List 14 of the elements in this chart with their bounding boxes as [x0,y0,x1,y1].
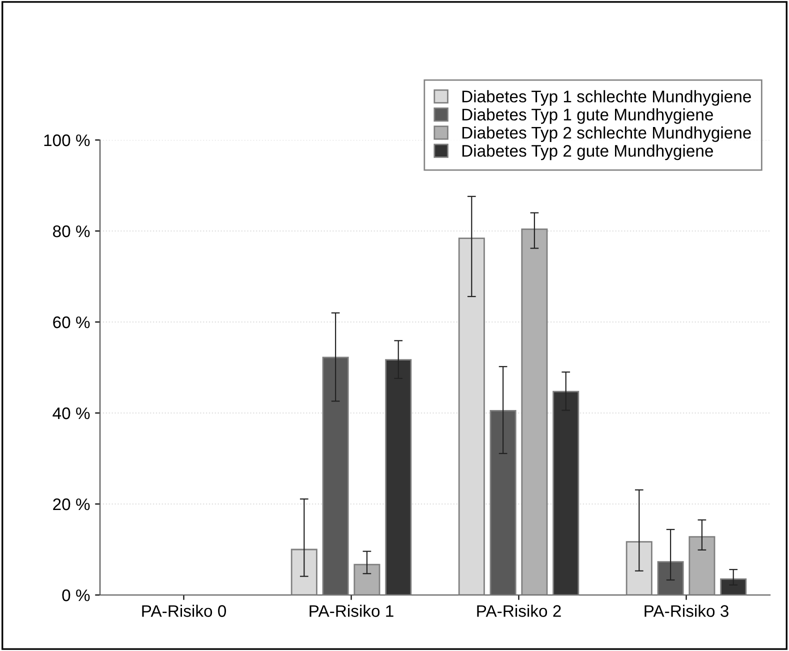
x-tick-label: PA-Risiko 3 [644,604,728,617]
y-tick-label: 100 % [44,134,90,146]
y-tick-label: 60 % [53,316,90,328]
y-tick-label: 20 % [53,498,90,510]
y-tick-label: 0 % [62,589,90,602]
legend-label: Diabetes Typ 1 gute Mundhygiene [462,108,713,124]
x-tick-label: PA-Risiko 2 [477,604,561,617]
x-tick-label: PA-Risiko 1 [310,604,394,617]
legend-label: Diabetes Typ 2 schlechte Mundhygiene [462,126,751,142]
x-tick-label: PA-Risiko 0 [142,604,226,617]
y-tick-label: 40 % [52,407,90,420]
legend-label: Diabetes Typ 1 schlechte Mundhygiene [462,90,751,106]
y-tick-label: 80 % [53,225,90,238]
legend-label: Diabetes Typ 2 gute Mundhygiene [462,144,713,160]
